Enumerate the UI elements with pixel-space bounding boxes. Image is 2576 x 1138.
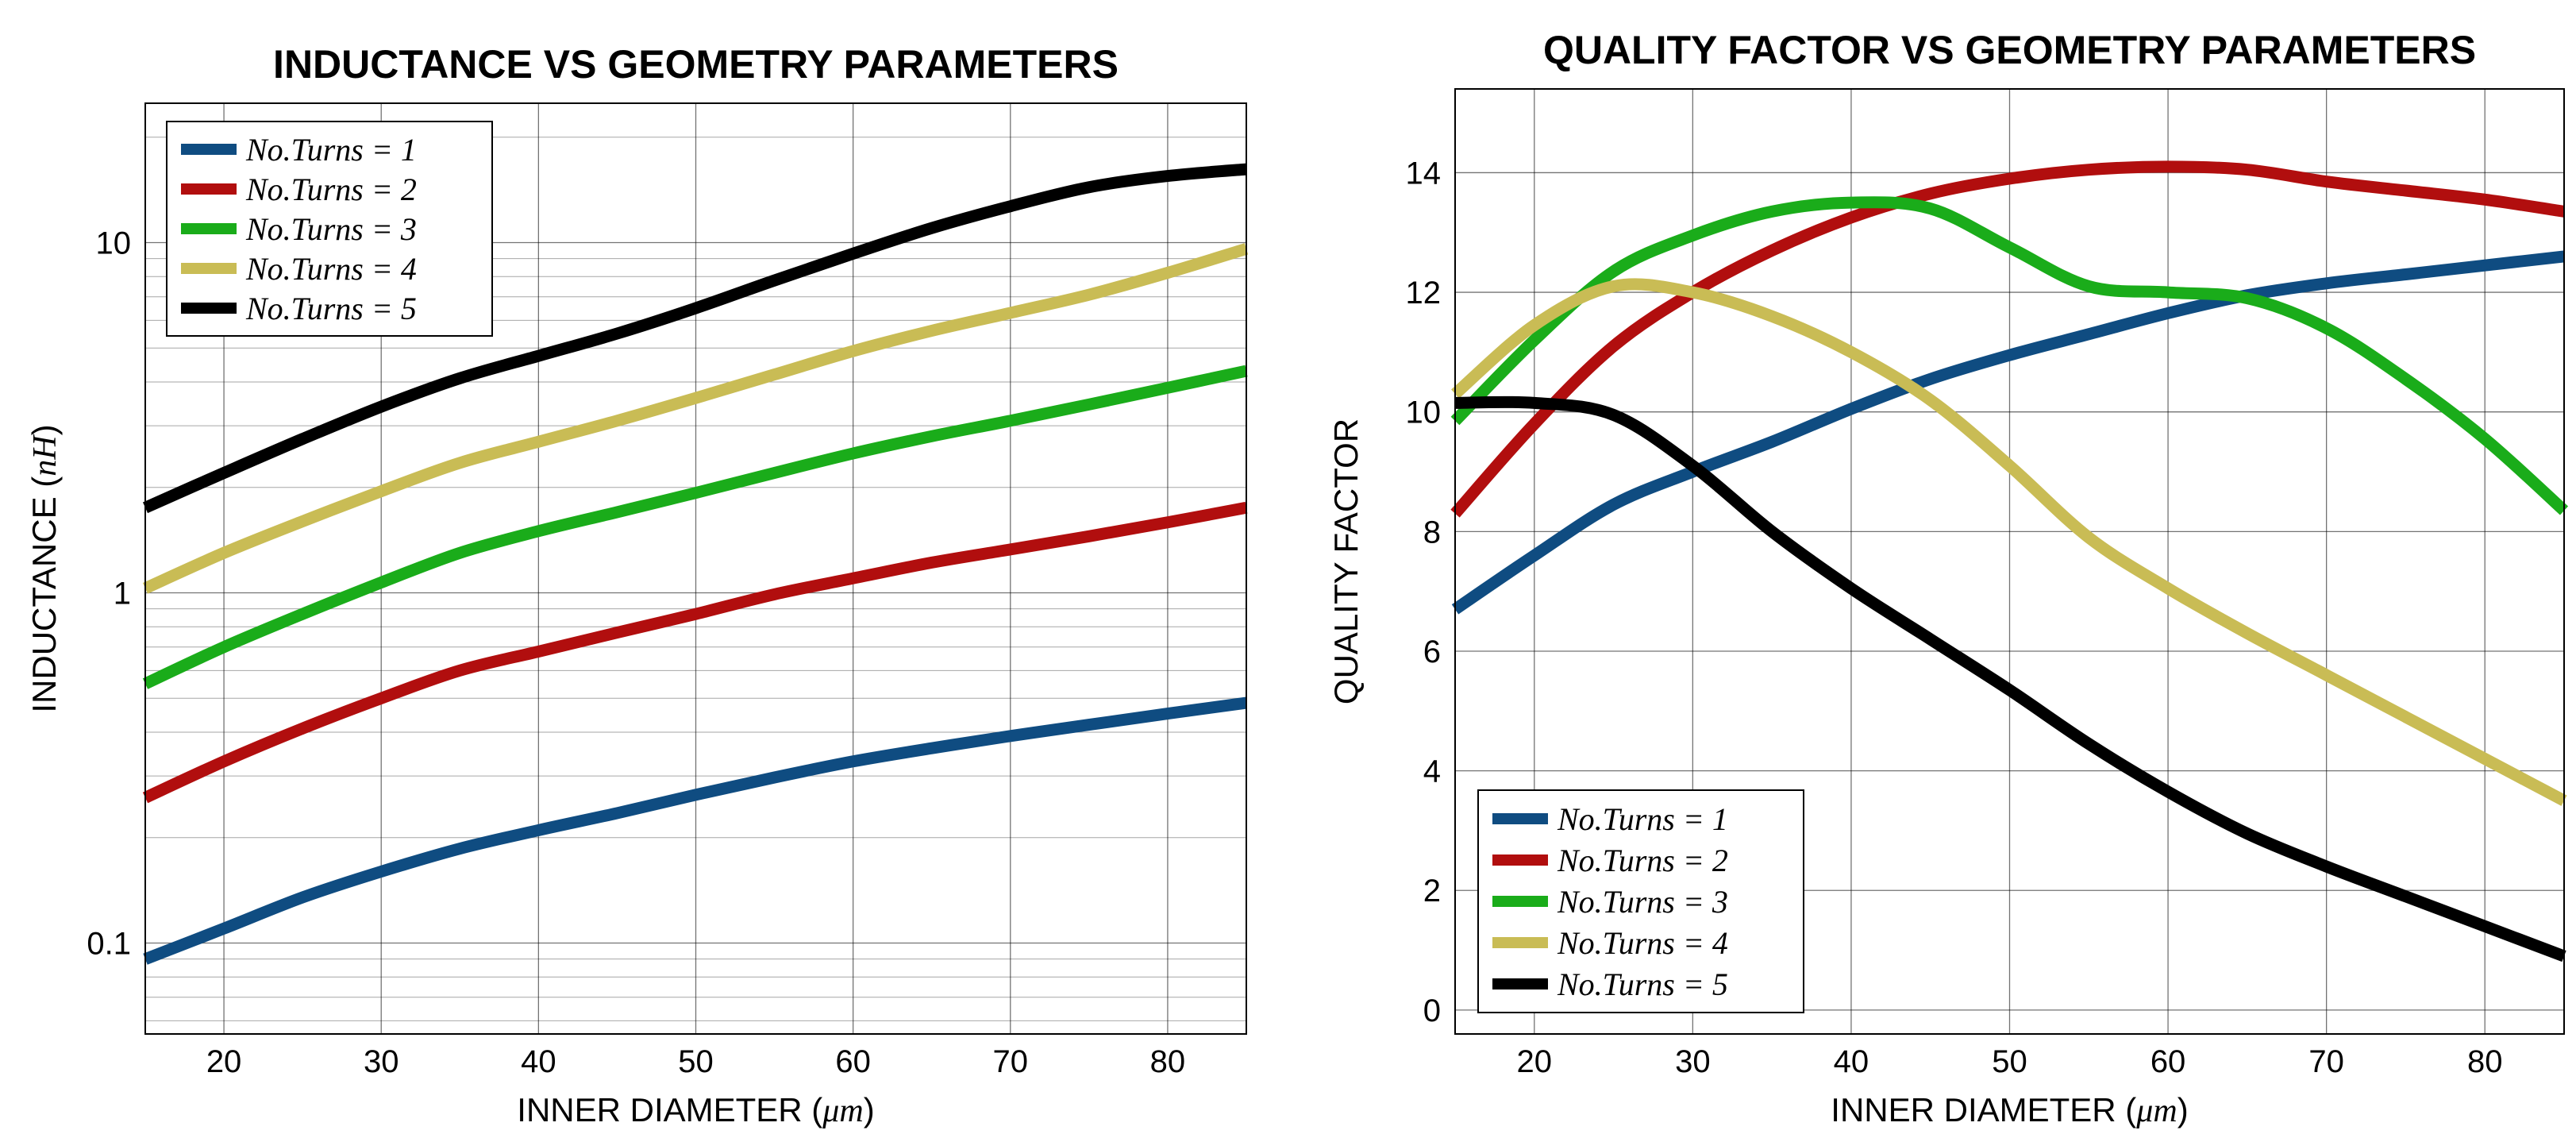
y-tick-label: 10 (1406, 395, 1442, 430)
x-tick-label: 70 (2308, 1044, 2344, 1079)
legend-label-turns-3: No.Turns = 3 (245, 211, 417, 247)
x-tick-label: 80 (1150, 1044, 1186, 1079)
legend-label-turns-2: No.Turns = 2 (245, 172, 417, 207)
y-tick-label: 4 (1423, 754, 1441, 789)
legend: No.Turns = 1 No.Turns = 2 No.Turns = 3 No.T… (166, 121, 493, 337)
x-tick-label: 80 (2467, 1044, 2503, 1079)
series-group (1450, 160, 2569, 962)
x-tick-label: 50 (678, 1044, 714, 1079)
series-line-turns-1 (1451, 250, 2565, 615)
y-tick-label: 12 (1406, 276, 1442, 311)
y-tick-label: 0.1 (87, 926, 131, 961)
y-tick-label: 10 (96, 226, 132, 260)
legend-label-turns-4: No.Turns = 4 (1557, 925, 1728, 961)
legend: No.Turns = 1 No.Turns = 2 No.Turns = 3 No.T… (1477, 789, 1804, 1013)
y-tick-label: 2 (1423, 874, 1441, 908)
x-tick-label: 60 (2151, 1044, 2186, 1079)
chart-title: QUALITY FACTOR VS GEOMETRY PARAMETERS (1543, 28, 2476, 72)
x-axis-label: INNER DIAMETER (μm) (517, 1091, 874, 1129)
inductance-chart: 20 30 40 50 60 70 80 0.1 1 10 INDUCTANCE VS GEOMET… (25, 42, 1249, 1129)
quality-factor-chart: 20 30 40 50 60 70 80 0 2 4 6 8 10 12 14 QUALITY FACTOR … (1327, 28, 2569, 1129)
series-line-turns-3 (1450, 196, 2569, 515)
y-tick-label: 0 (1423, 993, 1441, 1028)
plot-frame (1454, 88, 2565, 1035)
legend-label-turns-3: No.Turns = 3 (1557, 884, 1728, 920)
x-tick-label: 30 (364, 1044, 399, 1079)
x-tick-label: 70 (993, 1044, 1029, 1079)
x-tick-label: 20 (206, 1044, 242, 1079)
chart-title: INDUCTANCE VS GEOMETRY PARAMETERS (273, 42, 1119, 87)
series-line-turns-4 (1451, 278, 2567, 806)
x-axis-label: INNER DIAMETER (μm) (1831, 1091, 2188, 1129)
series-line-turns-2 (1450, 160, 2566, 518)
y-axis-label: QUALITY FACTOR (1327, 419, 1365, 704)
series-line-turns-2 (142, 501, 1248, 804)
legend-label-turns-5: No.Turns = 5 (1557, 966, 1728, 1002)
series-line-turns-1 (143, 696, 1247, 965)
legend-label-turns-1: No.Turns = 1 (245, 132, 417, 168)
x-tick-label: 40 (1834, 1044, 1869, 1079)
y-tick-label: 8 (1423, 515, 1441, 550)
series-group (142, 163, 1249, 965)
series-line-turns-5 (142, 163, 1247, 514)
legend-label-turns-1: No.Turns = 1 (1557, 801, 1728, 837)
series-line-turns-4 (142, 243, 1249, 594)
x-tick-label: 60 (835, 1044, 871, 1079)
legend-label-turns-5: No.Turns = 5 (245, 291, 417, 326)
y-tick-label: 1 (114, 576, 131, 611)
legend-label-turns-2: No.Turns = 2 (1557, 843, 1728, 878)
x-tick-label: 20 (1517, 1044, 1553, 1079)
y-tick-label: 14 (1406, 156, 1442, 191)
y-axis-label: INDUCTANCE (nH) (25, 424, 64, 712)
series-line-turns-3 (142, 365, 1248, 689)
plot-frame (144, 102, 1247, 1035)
x-tick-label: 40 (521, 1044, 556, 1079)
grid (145, 103, 1246, 1034)
y-tick-label: 6 (1423, 635, 1441, 669)
x-tick-label: 50 (1992, 1044, 2027, 1079)
legend-label-turns-4: No.Turns = 4 (245, 251, 417, 287)
x-tick-label: 30 (1675, 1044, 1711, 1079)
series-line-turns-5 (1454, 395, 2566, 962)
